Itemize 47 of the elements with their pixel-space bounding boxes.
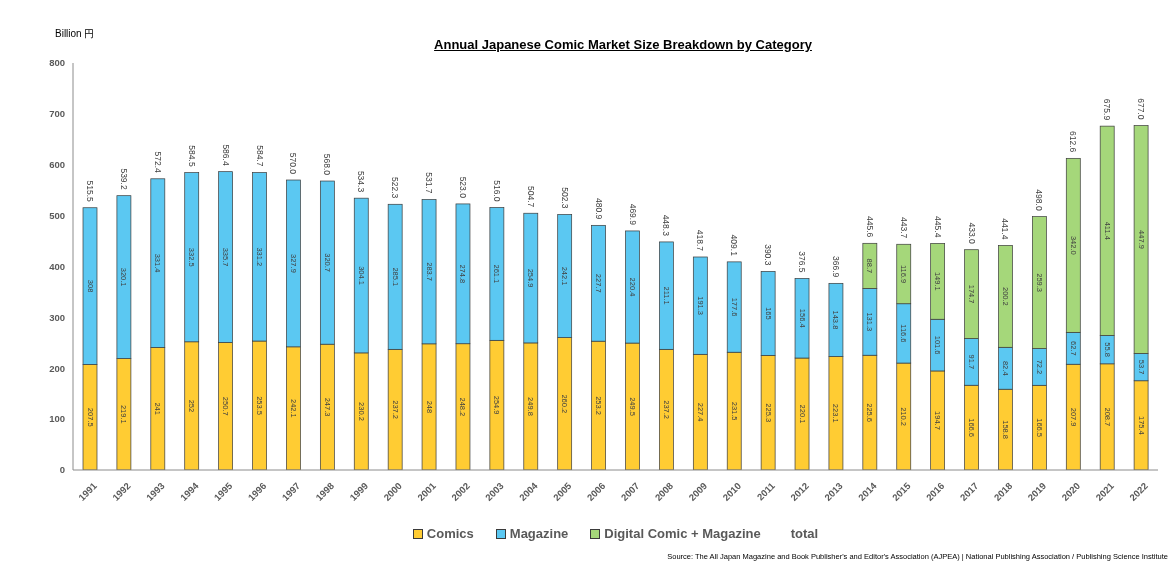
- total-label: 531.7: [424, 172, 435, 194]
- total-label: 418.7: [695, 229, 706, 252]
- total-label: 445.4: [932, 216, 943, 238]
- total-label: 572.4: [152, 151, 163, 174]
- total-label: 675.9: [1102, 98, 1113, 121]
- total-label: 480.9: [593, 198, 604, 220]
- y-axis-title: Billion 円: [55, 27, 95, 41]
- total-label: 516.0: [491, 180, 502, 202]
- text: total: [790, 526, 819, 541]
- total-label: 570.0: [288, 152, 299, 175]
- total-label: 504.7: [525, 185, 536, 208]
- total-label: 409.1: [729, 234, 740, 257]
- total-label: 586.4: [220, 144, 231, 166]
- total-label: 445.6: [864, 216, 875, 238]
- legend-label: Digital Comic + Magazine: [604, 526, 761, 541]
- chart-title: Annual Japanese Comic Market Size Breakdown by Category: [433, 37, 813, 52]
- y-tick-label: 100: [49, 413, 65, 425]
- total-label: 443.7: [898, 216, 909, 239]
- y-tick-label: 500: [49, 210, 65, 221]
- total-label: 539.2: [118, 168, 129, 190]
- total-label: 433.0: [966, 222, 977, 244]
- y-tick-label: 0: [59, 464, 65, 476]
- total-label: 584.7: [254, 145, 265, 167]
- total-label: 523.0: [457, 176, 468, 199]
- y-tick-label: 600: [49, 159, 65, 171]
- y-tick-label: 700: [49, 108, 65, 120]
- total-label: 522.3: [390, 177, 401, 199]
- total-label: 502.3: [559, 187, 570, 209]
- y-tick-label: 800: [49, 57, 65, 69]
- total-label: 534.3: [356, 170, 367, 193]
- total-label: 441.4: [1000, 218, 1011, 240]
- total-label: 376.5: [797, 251, 808, 273]
- legend-label: Magazine: [509, 526, 569, 541]
- total-label: 568.0: [322, 153, 333, 176]
- y-tick-label: 200: [49, 362, 65, 374]
- total-label: 498.0: [1034, 189, 1045, 211]
- total-label: 612.6: [1068, 131, 1079, 153]
- total-label: 448.3: [661, 214, 672, 237]
- legend-label: Comics: [426, 526, 474, 541]
- total-label: 584.5: [186, 145, 197, 167]
- total-label: 390.3: [763, 244, 774, 266]
- y-tick-label: 400: [49, 260, 65, 272]
- y-tick-label: 300: [49, 311, 65, 323]
- total-label: 469.9: [627, 203, 638, 226]
- total-label: 366.9: [830, 256, 841, 278]
- total-label: 515.5: [85, 180, 95, 202]
- total-label: 677.0: [1136, 98, 1147, 120]
